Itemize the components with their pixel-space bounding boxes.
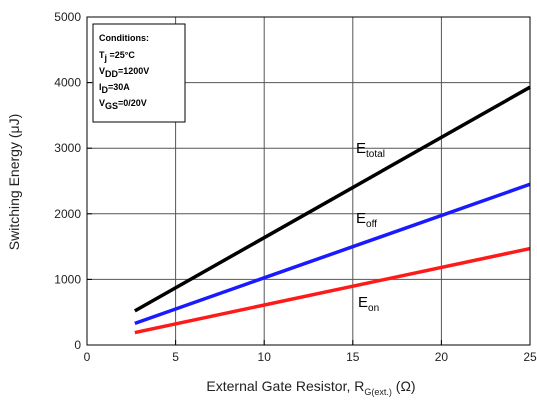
x-tick-label: 25 [523,350,537,364]
y-axis-title: Switching Energy (μJ) [6,114,22,250]
x-tick-label: 15 [346,350,360,364]
y-tick-label: 4000 [54,76,81,90]
series-line-off [135,184,530,323]
y-tick-label: 5000 [54,10,81,24]
series-lines [135,87,530,332]
conditions-title: Conditions: [99,33,149,43]
y-tick-label: 3000 [54,141,81,155]
label-eoff: Eoff [356,210,377,230]
x-tick-label: 10 [258,350,272,364]
series-line-total [135,87,530,311]
x-axis-title: External Gate Resistor, RG(ext.) (Ω) [206,378,415,397]
y-tick-label: 2000 [54,207,81,221]
x-tick-label: 5 [172,350,179,364]
label-eon: Eon [358,294,379,314]
conditions-box: Conditions: Tj =25°C VDD=1200V ID=30A VG… [93,24,185,122]
y-tick-label: 1000 [54,272,81,286]
label-etotal: Etotal [356,140,385,160]
x-tick-label: 20 [435,350,449,364]
x-tick-label: 0 [84,350,91,364]
y-tick-label: 0 [74,338,81,352]
series-line-on [135,249,530,333]
